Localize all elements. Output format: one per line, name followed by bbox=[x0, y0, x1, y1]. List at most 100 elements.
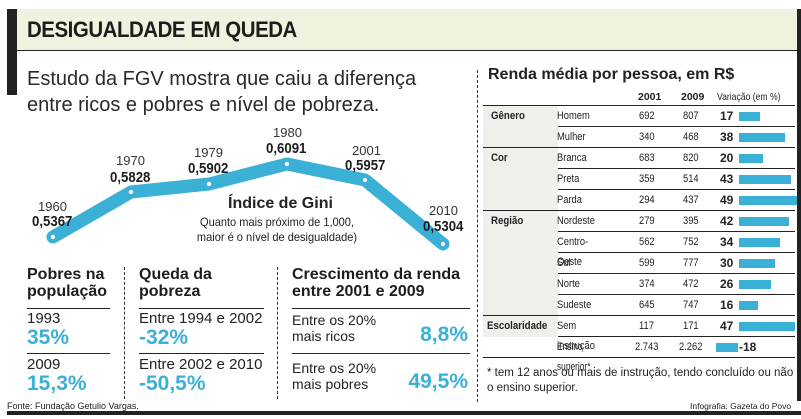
queda-value-2: -50,5% bbox=[139, 372, 206, 395]
row-divider bbox=[483, 105, 795, 106]
value-2001: 599 bbox=[639, 257, 655, 269]
row-divider bbox=[558, 336, 795, 337]
row-label: Nordeste bbox=[557, 215, 595, 227]
pobres-heading: Pobres na população bbox=[27, 266, 107, 300]
queda-heading: Queda da pobreza bbox=[139, 266, 212, 300]
gini-title: Índice de Gini bbox=[228, 195, 333, 212]
row-divider bbox=[558, 126, 795, 127]
right-border bbox=[797, 9, 801, 401]
gini-subtitle: Quanto mais próximo de 1,000, maior é o … bbox=[185, 215, 369, 245]
group-genero: Gênero bbox=[491, 110, 525, 122]
crescimento-label-2b: mais pobres bbox=[292, 376, 369, 392]
value-variacao: 26 bbox=[720, 277, 734, 291]
value-2009: 395 bbox=[683, 215, 699, 227]
gini-year-1979: 1979 bbox=[194, 145, 223, 160]
pobres-label-1: 1993 bbox=[27, 310, 61, 327]
variation-bar bbox=[739, 322, 795, 331]
pobres-heading-1: Pobres na bbox=[27, 266, 105, 283]
value-2001: 2.743 bbox=[635, 341, 659, 353]
row-divider bbox=[558, 273, 795, 274]
gini-year-1980: 1980 bbox=[273, 125, 302, 140]
value-variacao: 43 bbox=[720, 172, 734, 186]
value-2009: 514 bbox=[683, 173, 699, 185]
variation-bar bbox=[739, 301, 758, 310]
queda-heading-2: pobreza bbox=[139, 283, 201, 300]
gini-year-2010: 2010 bbox=[429, 203, 458, 218]
lead-text: Estudo da FGV mostra que caiu a diferenç… bbox=[27, 66, 467, 118]
row-label: Preta bbox=[557, 173, 580, 185]
column-divider bbox=[477, 70, 478, 402]
row-label: Sul bbox=[557, 257, 571, 269]
column-divider bbox=[124, 267, 125, 399]
value-2009: 807 bbox=[683, 110, 699, 122]
col-header-2001: 2001 bbox=[638, 91, 662, 103]
variation-bar bbox=[739, 154, 763, 163]
lead-line-1: Estudo da FGV mostra que caiu a diferenç… bbox=[27, 68, 417, 90]
variation-bar-negative bbox=[716, 343, 738, 352]
crescimento-label-1: Entre os 20% mais ricos bbox=[292, 312, 376, 344]
value-2001: 683 bbox=[639, 152, 655, 164]
value-variacao: 38 bbox=[720, 130, 734, 144]
variation-bar bbox=[739, 217, 789, 226]
gini-subtitle-line-2: maior é o nível de desigualdade) bbox=[196, 230, 358, 244]
crescimento-heading: Crescimento da renda entre 2001 e 2009 bbox=[292, 266, 460, 300]
crescimento-label-1a: Entre os 20% bbox=[292, 312, 377, 328]
row-divider bbox=[483, 147, 795, 148]
row-label: Mulher bbox=[557, 131, 586, 143]
header-accent-bar bbox=[7, 9, 17, 95]
gini-year-1960: 1960 bbox=[38, 199, 67, 214]
value-2001: 117 bbox=[639, 320, 654, 332]
variation-bar bbox=[739, 238, 780, 247]
group-column-bg bbox=[483, 105, 558, 337]
row-label: Ensino superior* bbox=[557, 341, 591, 373]
value-variacao: 30 bbox=[720, 256, 734, 270]
crescimento-label-2: Entre os 20% mais pobres bbox=[292, 360, 376, 392]
gini-subtitle-line-1: Quanto mais próximo de 1,000, bbox=[199, 215, 355, 229]
gini-value-2001: 0,5957 bbox=[345, 157, 386, 174]
row-divider bbox=[483, 357, 795, 358]
page-title: DESIGUALDADE EM QUEDA bbox=[27, 17, 297, 42]
table-footnote: * tem 12 anos ou mais de instrução, tend… bbox=[487, 367, 794, 394]
value-variacao: 49 bbox=[720, 193, 734, 207]
value-2001: 692 bbox=[639, 110, 655, 122]
row-divider bbox=[558, 189, 795, 190]
value-2009: 2.262 bbox=[679, 341, 703, 353]
value-2001: 359 bbox=[639, 173, 655, 185]
row-divider bbox=[558, 294, 795, 295]
gini-value-1960: 0,5367 bbox=[32, 213, 73, 230]
value-variacao: 16 bbox=[720, 298, 734, 312]
divider bbox=[27, 353, 110, 354]
divider bbox=[27, 308, 110, 309]
variation-bar bbox=[739, 175, 791, 184]
value-2001: 562 bbox=[639, 236, 655, 248]
row-label: Homem bbox=[557, 110, 590, 122]
value-variacao: -18 bbox=[739, 340, 757, 354]
value-2001: 645 bbox=[639, 299, 655, 311]
crescimento-value-2: 49,5% bbox=[408, 370, 468, 393]
gini-year-1970: 1970 bbox=[116, 153, 145, 168]
value-2001: 340 bbox=[639, 131, 655, 143]
value-2009: 747 bbox=[683, 299, 699, 311]
gini-value-1979: 0,5902 bbox=[188, 160, 229, 177]
variation-bar bbox=[739, 259, 775, 268]
source-credit: Fonte: Fundação Getulio Vargas. bbox=[7, 401, 139, 411]
group-escolaridade: Escolaridade bbox=[487, 320, 548, 332]
value-2009: 820 bbox=[683, 152, 699, 164]
gini-value-1980: 0,6091 bbox=[266, 140, 307, 157]
variation-bar bbox=[739, 133, 785, 142]
gini-line-chart bbox=[46, 157, 450, 251]
row-divider bbox=[483, 315, 795, 316]
crescimento-value-1: 8,8% bbox=[420, 323, 468, 346]
value-variacao: 17 bbox=[720, 109, 734, 123]
divider bbox=[292, 353, 470, 354]
table-title: Renda média por pessoa, em R$ bbox=[488, 66, 735, 83]
value-2009: 777 bbox=[683, 257, 699, 269]
value-2009: 468 bbox=[683, 131, 699, 143]
crescimento-heading-1: Crescimento da renda bbox=[292, 266, 461, 283]
pobres-value-1: 35% bbox=[27, 326, 70, 349]
pobres-heading-2: população bbox=[27, 283, 108, 300]
pobres-label-2: 2009 bbox=[27, 356, 61, 373]
queda-label-2: Entre 2002 e 2010 bbox=[139, 356, 263, 373]
gini-year-2001: 2001 bbox=[352, 143, 381, 158]
col-header-2009: 2009 bbox=[681, 91, 705, 103]
